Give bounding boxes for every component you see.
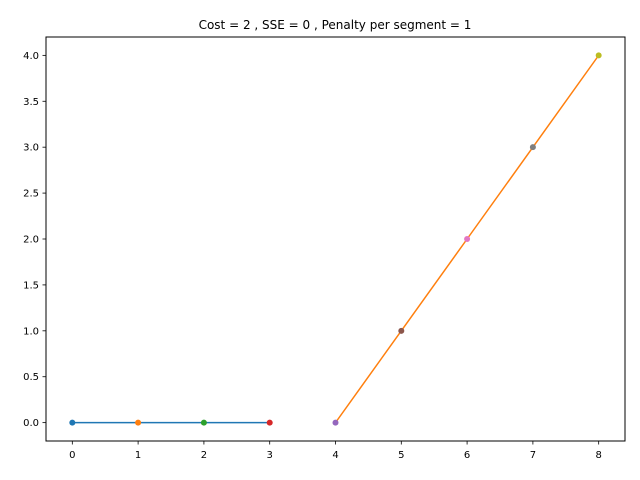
data-point-0 xyxy=(69,419,76,426)
data-point-1 xyxy=(135,419,142,426)
x-tick-label-5: 5 xyxy=(398,450,404,461)
x-tick-label-3: 3 xyxy=(267,450,273,461)
y-tick-label-4: 2.0 xyxy=(23,235,39,246)
y-tick-label-1: 0.5 xyxy=(23,372,39,383)
x-tick-label-6: 6 xyxy=(464,450,470,461)
points-layer xyxy=(69,52,602,426)
x-tick-label-7: 7 xyxy=(530,450,536,461)
y-tick-label-6: 3.0 xyxy=(23,143,39,154)
data-point-3 xyxy=(266,419,273,426)
x-tick-label-8: 8 xyxy=(595,450,601,461)
y-tick-label-0: 0.0 xyxy=(23,418,39,429)
data-point-7 xyxy=(529,144,536,151)
plot-frame xyxy=(45,36,626,442)
y-tick-label-3: 1.5 xyxy=(23,280,39,291)
x-tick-label-2: 2 xyxy=(201,450,207,461)
y-tick-label-7: 3.5 xyxy=(23,97,39,108)
x-tick-label-1: 1 xyxy=(135,450,141,461)
x-tick-label-0: 0 xyxy=(69,450,75,461)
x-axis: 0 1 2 3 4 5 6 7 8 xyxy=(69,441,602,461)
data-point-5 xyxy=(398,327,405,334)
y-tick-label-8: 4.0 xyxy=(23,51,39,62)
y-tick-label-2: 1.0 xyxy=(23,326,39,337)
segments-layer xyxy=(71,54,600,424)
chart-title: Cost = 2 , SSE = 0 , Penalty per segment… xyxy=(199,18,472,32)
x-tick-label-4: 4 xyxy=(332,450,338,461)
data-point-4 xyxy=(332,419,339,426)
y-axis: 0.0 0.5 1.0 1.5 2.0 2.5 3.0 3.5 4.0 xyxy=(23,51,46,429)
y-tick-label-5: 2.5 xyxy=(23,189,39,200)
data-point-8 xyxy=(595,52,602,59)
data-point-6 xyxy=(464,236,471,242)
data-point-2 xyxy=(200,419,207,426)
